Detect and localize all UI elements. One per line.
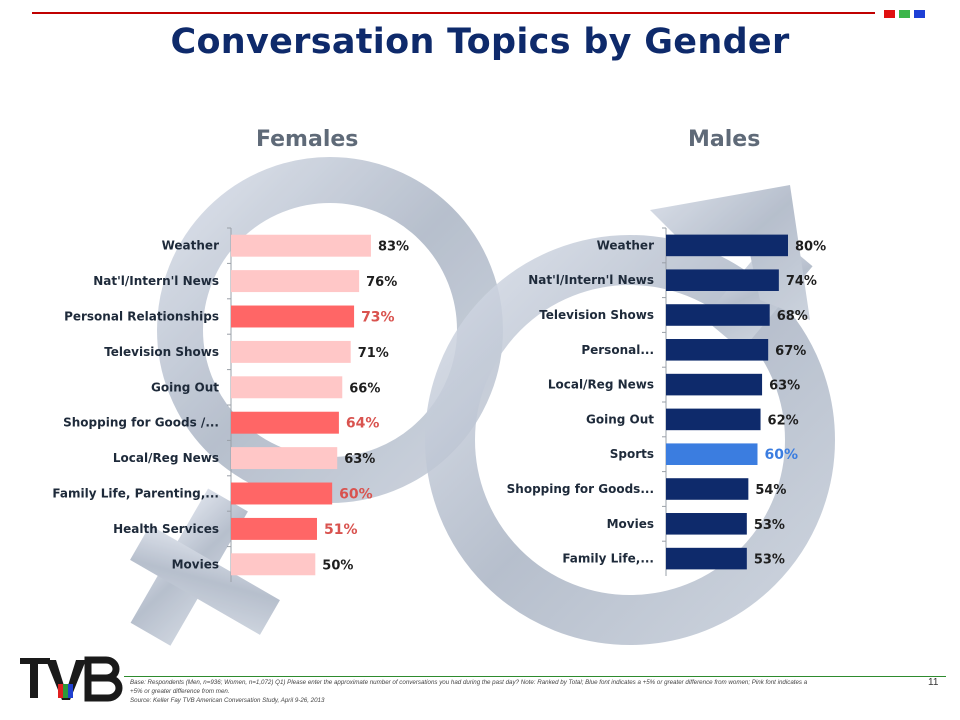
female-value-label: 64% [346, 416, 380, 432]
male-category-label: Family Life,... [562, 552, 654, 566]
male-value-label: 80% [795, 239, 826, 254]
female-category-label: Shopping for Goods /... [63, 416, 219, 430]
female-value-label: 60% [339, 487, 373, 503]
female-category-label: Nat'l/Intern'l News [93, 274, 219, 288]
male-category-label: Local/Reg News [548, 378, 654, 392]
female-bar [231, 482, 333, 505]
female-category-label: Movies [172, 557, 219, 571]
footer-rule [124, 676, 946, 677]
female-category-label: Television Shows [104, 345, 219, 359]
female-category-label: Going Out [151, 380, 219, 394]
male-bar [666, 478, 749, 500]
female-bar [231, 447, 338, 470]
male-category-label: Television Shows [539, 308, 654, 322]
female-value-label: 50% [322, 558, 353, 573]
male-value-label: 53% [754, 553, 785, 568]
male-bar [666, 443, 758, 465]
footnote-source: Source: Keller Fay TVB American Conversa… [130, 697, 325, 704]
female-category-label: Weather [162, 239, 219, 253]
female-bar [231, 553, 316, 576]
male-bar [666, 373, 763, 396]
female-category-label: Personal Relationships [64, 310, 219, 324]
male-category-label: Movies [607, 517, 654, 531]
female-bar [231, 411, 339, 434]
female-value-label: 76% [366, 275, 397, 290]
male-bar [666, 339, 769, 361]
male-value-label: 74% [786, 274, 817, 289]
females-heading: Females [256, 127, 359, 152]
female-value-label: 83% [378, 240, 409, 255]
female-bar [231, 517, 317, 540]
male-category-label: Sports [610, 447, 654, 461]
male-value-label: 54% [755, 483, 786, 498]
top-rule [32, 12, 875, 14]
female-bar [231, 376, 343, 399]
male-bar [666, 269, 779, 291]
male-bar [666, 408, 761, 431]
male-bar [666, 547, 747, 570]
male-bar [666, 234, 788, 257]
male-category-label: Nat'l/Intern'l News [528, 273, 654, 287]
male-bar [666, 513, 747, 535]
male-value-label: 63% [769, 379, 800, 394]
male-category-label: Weather [597, 238, 654, 252]
female-bar [231, 305, 355, 328]
male-value-label: 68% [777, 309, 808, 324]
page-title: Conversation Topics by Gender [170, 22, 790, 62]
footnote: Base: Respondents (Men, n=936; Women, n=… [130, 678, 810, 705]
female-value-label: 66% [349, 381, 380, 396]
female-value-label: 63% [344, 452, 375, 467]
corner-squares [884, 10, 925, 18]
male-bar [666, 304, 770, 326]
female-category-label: Local/Reg News [113, 451, 219, 465]
male-value-label: 62% [768, 413, 799, 428]
male-value-label: 60% [765, 447, 799, 463]
male-value-label: 53% [754, 518, 785, 533]
tvb-logo [18, 654, 124, 702]
male-category-label: Going Out [586, 412, 654, 426]
female-bar [231, 270, 360, 293]
female-value-label: 73% [361, 310, 395, 326]
males-heading: Males [688, 127, 761, 152]
female-bar [231, 340, 351, 363]
male-category-label: Shopping for Goods... [507, 482, 654, 496]
female-category-label: Health Services [113, 522, 219, 536]
female-value-label: 71% [358, 346, 389, 361]
female-bar [231, 234, 371, 257]
male-value-label: 67% [775, 344, 806, 359]
footnote-base: Base: Respondents (Men, n=936; Women, n=… [130, 679, 808, 695]
female-category-label: Family Life, Parenting,... [52, 487, 219, 501]
male-category-label: Personal... [581, 343, 654, 357]
female-value-label: 51% [324, 522, 358, 538]
page-number: 11 [928, 677, 939, 688]
